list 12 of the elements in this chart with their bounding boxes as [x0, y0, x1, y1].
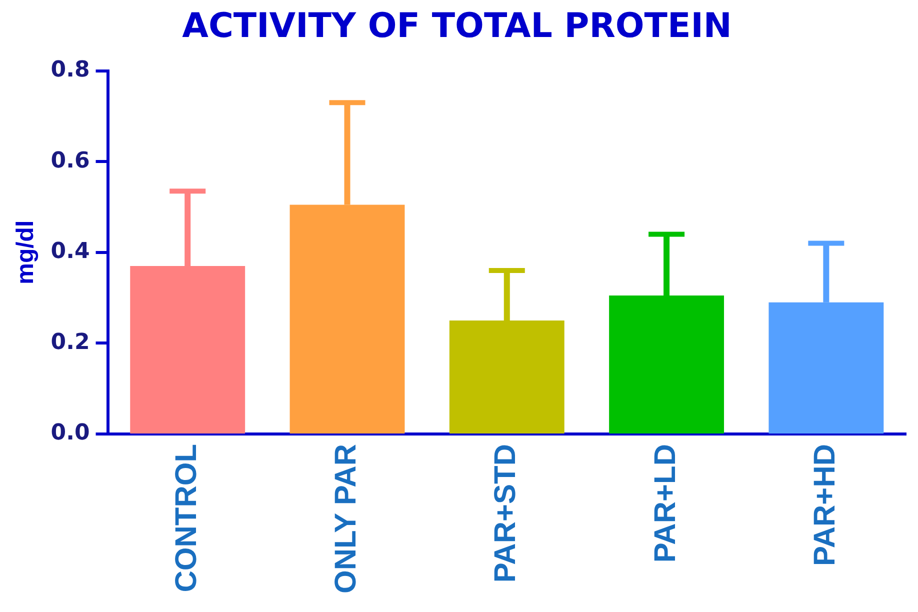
y-tick-label: 0.0 — [50, 420, 90, 446]
y-tick-label: 0.4 — [50, 239, 90, 264]
x-tick-label: PAR+HD — [808, 444, 842, 566]
x-tick-label: PAR+LD — [648, 444, 682, 563]
x-tick-label: PAR+STD — [489, 444, 522, 583]
y-axis-title: mg/dl — [12, 220, 40, 284]
chart-title: ACTIVITY OF TOTAL PROTEIN — [182, 6, 732, 46]
x-tick-label: CONTROL — [170, 444, 203, 592]
y-tick-label: 0.8 — [50, 58, 90, 83]
y-tick-label: 0.2 — [50, 330, 90, 355]
y-tick-label: 0.6 — [50, 148, 90, 174]
x-tick-label: ONLY PAR — [330, 444, 363, 594]
